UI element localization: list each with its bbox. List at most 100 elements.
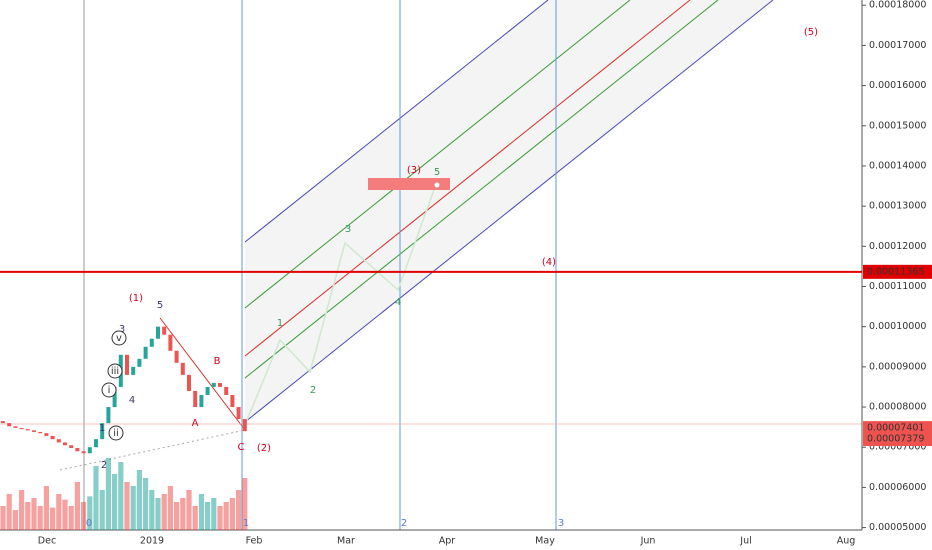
volume-bar: [37, 506, 43, 530]
candle-body: [224, 386, 229, 395]
candle-body: [137, 358, 142, 367]
wave-label: i: [108, 385, 111, 396]
y-tick-label: 0.00007000: [869, 442, 926, 453]
volume-bar: [205, 502, 211, 530]
volume-bar: [68, 506, 74, 530]
volume-bar: [19, 490, 25, 530]
candle-body: [25, 429, 30, 431]
wave-label: 5: [434, 167, 440, 178]
candle-body: [131, 366, 136, 375]
wave-label: 4: [129, 395, 135, 406]
wave-label: B: [214, 356, 221, 367]
candle-body: [218, 382, 222, 387]
volume-bar: [105, 458, 111, 530]
volume-bar: [12, 510, 18, 530]
candle-body: [44, 433, 49, 436]
candle-body: [94, 439, 98, 448]
volume-bar: [62, 499, 68, 530]
volume-bar: [186, 490, 192, 530]
projection-path: [244, 186, 436, 426]
candle-body: [19, 427, 24, 430]
pitchfork-inner-lower: [244, 0, 719, 379]
wave-label: 3: [119, 324, 125, 335]
wave-label: 3: [345, 224, 351, 235]
volume-bar: [143, 478, 149, 530]
label-circle: [101, 382, 117, 398]
wave-label: 1: [243, 518, 249, 529]
label-circle: [111, 330, 127, 346]
candle-body: [162, 326, 167, 335]
volume-bar: [43, 486, 49, 530]
candle-body: [50, 435, 55, 440]
wave-label: 0: [86, 518, 92, 529]
volume-bar: [130, 486, 136, 530]
wave-label: (5): [804, 27, 818, 38]
volume-bar: [236, 490, 242, 530]
y-tick-label: 0.00017000: [869, 40, 926, 51]
volume-bar: [167, 486, 173, 530]
price-label: 0.00007401: [867, 423, 924, 434]
price-label: 0.00011365: [867, 266, 924, 277]
candle-body: [75, 448, 80, 452]
trend-dotted: [59, 429, 246, 471]
volume-bar: [124, 482, 130, 530]
volume-bar: [25, 502, 31, 530]
y-tick-label: 0.00012000: [869, 241, 926, 252]
candle-body: [174, 350, 179, 363]
wave-label: v: [116, 333, 122, 344]
wave-label: 2: [310, 385, 316, 396]
candle-body: [81, 451, 86, 454]
y-tick-label: 0.00013000: [869, 201, 926, 212]
wave-label: 4: [395, 297, 401, 308]
candle-body: [168, 334, 173, 351]
volume-bar: [87, 496, 93, 530]
y-tick-label: 0.00008000: [869, 402, 926, 413]
candle-body: [87, 447, 92, 454]
volume-bar: [149, 490, 155, 530]
wave-label: 1: [99, 423, 105, 434]
candle-body: [38, 431, 43, 434]
candle-body: [13, 426, 18, 428]
candle-body: [149, 338, 154, 347]
candle-body: [112, 386, 117, 408]
volume-bar: [6, 494, 12, 530]
x-tick-label: May: [535, 536, 555, 547]
candle-body: [236, 407, 241, 420]
y-tick-label: 0.00011000: [869, 281, 926, 292]
candle-body: [230, 394, 235, 408]
label-circle: [108, 425, 124, 441]
volume-bar: [74, 482, 80, 530]
volume-bar: [112, 474, 118, 530]
y-tick-label: 0.00014000: [869, 160, 926, 171]
candle-body: [242, 419, 247, 432]
volume-bar: [223, 502, 229, 530]
y-tick-label: 0.00009000: [869, 361, 926, 372]
volume-bar: [50, 507, 56, 530]
label-circle: [107, 363, 123, 379]
x-tick-label: Feb: [246, 536, 263, 547]
candle-body: [7, 423, 12, 427]
volume-bar: [242, 478, 248, 530]
price-label: 0.00007379: [867, 433, 924, 444]
wave-label: 2: [401, 518, 407, 529]
candle-body: [156, 326, 160, 339]
candle-body: [187, 374, 191, 391]
y-tick-label: 0.00016000: [869, 80, 926, 91]
x-tick-label: Dec: [38, 536, 56, 547]
x-tick-label: Aug: [837, 536, 856, 547]
wave-label: C: [238, 442, 245, 453]
candle-body: [56, 439, 61, 443]
candle-body: [69, 445, 74, 449]
volume-bar: [136, 470, 142, 530]
x-tick-label: Mar: [337, 536, 355, 547]
volume-bar: [93, 466, 99, 530]
candle-body: [199, 394, 204, 408]
volume-bar: [180, 498, 186, 530]
wave-label: 5: [157, 300, 163, 311]
pitchfork-upper: [244, 0, 549, 243]
candle-body: [106, 407, 111, 424]
wave-label: (1): [129, 293, 143, 304]
candle-body: [143, 346, 148, 359]
wave-label: iii: [111, 366, 119, 377]
